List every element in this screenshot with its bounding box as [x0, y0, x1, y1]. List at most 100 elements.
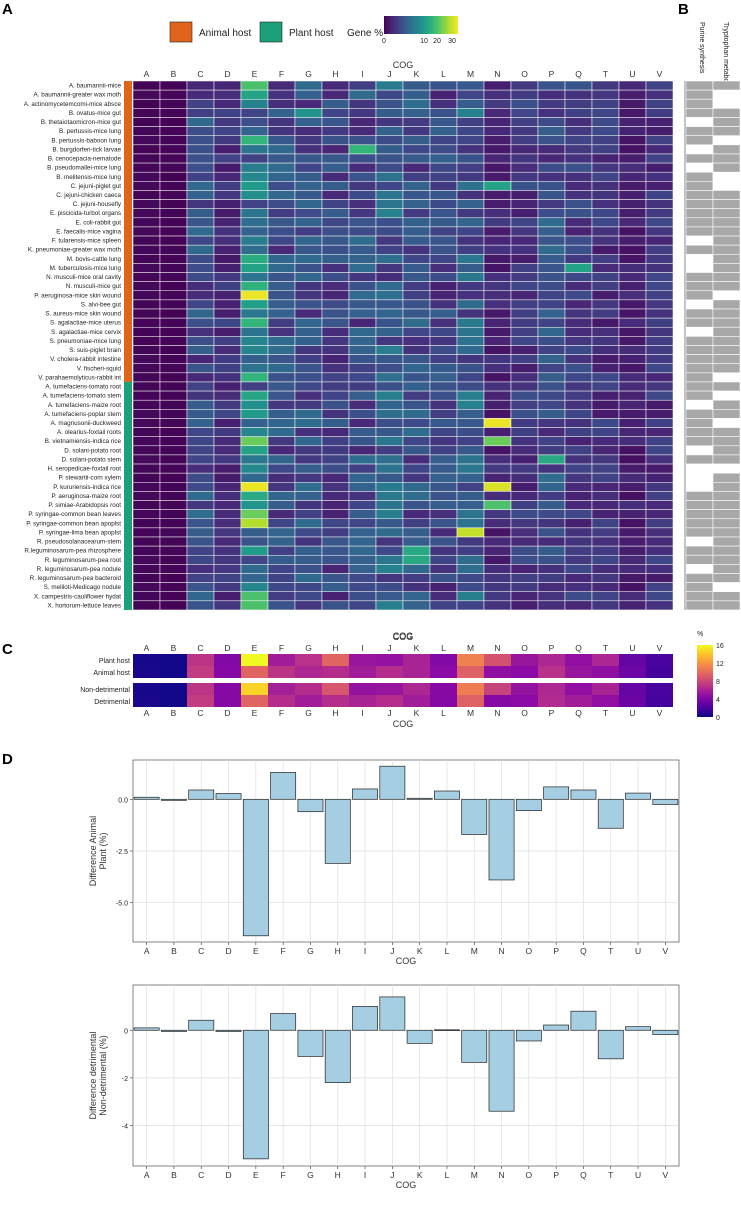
panel-a-cell [564, 390, 593, 401]
panel-a-cell [591, 518, 620, 529]
bar [406, 1029, 433, 1044]
panel-a-cell [402, 190, 431, 200]
panel-a-cell [186, 226, 215, 237]
panel-a-cell [456, 263, 485, 273]
panel-a-row-label: A. tumefaciens-tomato root [45, 384, 121, 391]
panel-a-cell [456, 399, 485, 410]
panel-a-row-label: M. bovis-cattle lung [67, 256, 122, 263]
percent-legend-title: % [697, 631, 703, 638]
panel-a-cell [564, 263, 593, 273]
bar-xtick-label: B [171, 946, 177, 956]
panel-a-cell [564, 518, 593, 529]
panel-a-cell [213, 326, 242, 337]
panel-a-cell [429, 117, 458, 127]
panel-a-cell [294, 190, 323, 200]
panel-a-cell [321, 381, 350, 392]
panel-b-cell [685, 308, 714, 319]
bar [133, 796, 160, 800]
panel-a-cell [456, 244, 485, 255]
panel-b-cell [712, 509, 741, 520]
panel-a-cell [429, 482, 458, 492]
panel-a-cell [267, 600, 296, 611]
panel-c-cell [322, 695, 349, 707]
panel-a-cell [591, 564, 620, 574]
panel-a-cell [645, 600, 674, 611]
panel-a-cell [348, 199, 377, 209]
panel-c-cell [403, 683, 430, 695]
panel-a-cell [267, 126, 296, 136]
panel-a-cell [213, 582, 242, 592]
panel-a-row-label: C. jejuni-chicken caeca [56, 192, 121, 199]
panel-a-cell [456, 372, 485, 383]
panel-a-cell [132, 482, 161, 492]
panel-a-cell [213, 454, 242, 465]
panel-b-cell [685, 472, 714, 483]
panel-a-cell [240, 226, 269, 237]
panel-a-cell [483, 354, 512, 364]
panel-b-cell [685, 582, 714, 593]
panel-a-cell [645, 336, 674, 346]
panel-b-cell [685, 372, 714, 383]
panel-a-cell [132, 217, 161, 228]
panel-a-cell [321, 345, 350, 355]
bar-xtick-label: J [390, 946, 394, 956]
panel-b-cell [712, 181, 741, 191]
panel-a-cell [186, 126, 215, 136]
panel-c-cell [160, 695, 187, 707]
panel-a-cell [186, 117, 215, 127]
panel-a-cell [564, 254, 593, 264]
panel-b-cell [685, 463, 714, 474]
panel-a-cell [564, 244, 593, 255]
panel-a-cell [321, 363, 350, 374]
panel-c-cell [592, 683, 619, 695]
panel-a-cell [348, 235, 377, 246]
bar-xtick-label: I [364, 1170, 366, 1180]
panel-a-cell [159, 564, 188, 574]
panel-a-cell [645, 372, 674, 383]
bar [297, 1029, 324, 1057]
panel-a-cell [456, 482, 485, 492]
panel-a-cell [240, 527, 269, 538]
panel-a-cell [294, 463, 323, 474]
panel-a-cell [159, 117, 188, 127]
panel-a-cell [591, 345, 620, 355]
panel-a-cell [294, 263, 323, 273]
panel-a-cell [375, 472, 404, 483]
panel-a-cell [483, 582, 512, 592]
panel-a-cell [429, 326, 458, 337]
panel-a-cell [375, 290, 404, 301]
panel-a-cell [591, 153, 620, 164]
panel-c-cell [187, 683, 214, 695]
panel-a-cell [510, 591, 539, 602]
panel-c-col-label-top: E [252, 643, 258, 653]
panel-a-cell [591, 117, 620, 127]
panel-a-cell [159, 354, 188, 364]
panel-b-cell [685, 80, 714, 91]
panel-a-cell [294, 208, 323, 219]
bar-xtick-label: L [445, 1170, 450, 1180]
bar-xtick-label: F [281, 946, 286, 956]
panel-c-col-label-top: F [279, 643, 284, 653]
panel-a-cell [348, 554, 377, 565]
panel-a-cell [429, 217, 458, 228]
panel-a-cell [645, 381, 674, 392]
panel-a-cell [348, 281, 377, 292]
panel-a-cell [456, 153, 485, 164]
panel-b-cell [712, 263, 741, 273]
bar-xtick-label: Q [580, 946, 587, 956]
panel-a-cell [483, 509, 512, 520]
panel-a-cell [618, 381, 647, 392]
bar [488, 1029, 515, 1112]
panel-a-cell [402, 591, 431, 602]
panel-a-cell [510, 445, 539, 456]
panel-a-cell [267, 545, 296, 556]
panel-a-cell [240, 126, 269, 136]
panel-a-cell [159, 336, 188, 346]
panel-a-cell [294, 345, 323, 355]
panel-a-cell [186, 336, 215, 346]
panel-c-col-label-top: Q [575, 643, 582, 653]
panel-a-cell [510, 372, 539, 383]
panel-a-cell [132, 445, 161, 456]
panel-c-cell [511, 654, 538, 666]
panel-a-cell [402, 381, 431, 392]
